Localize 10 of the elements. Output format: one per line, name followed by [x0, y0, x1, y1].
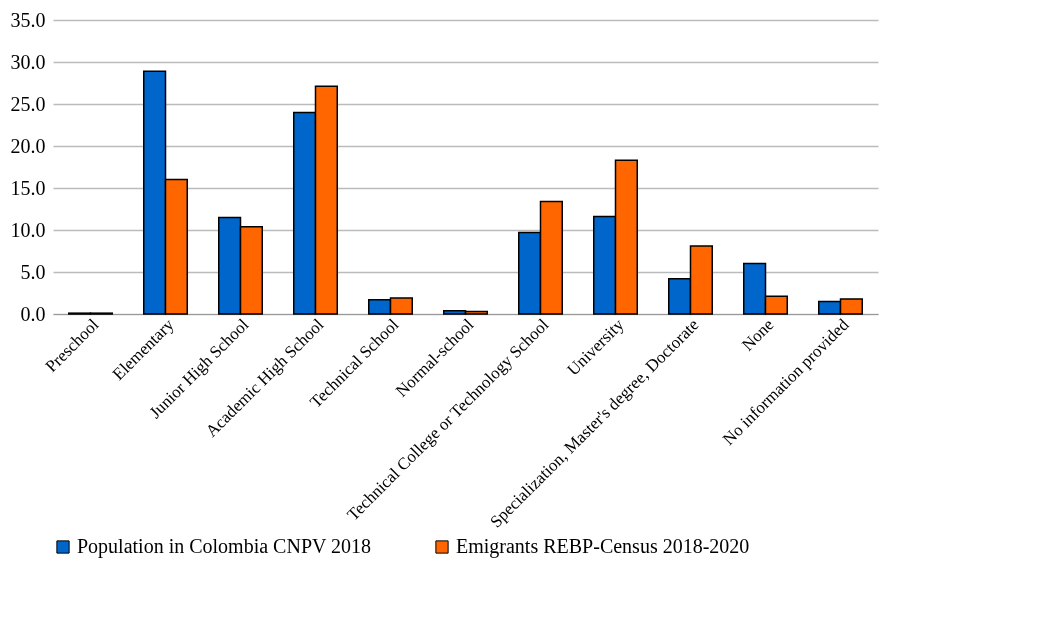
y-tick-label: 15.0 [10, 176, 46, 199]
y-tick-label: 0.0 [20, 302, 46, 325]
y-tick-label: 5.0 [20, 260, 46, 283]
y-tick-label: 20.0 [10, 134, 46, 157]
y-tick-label: 25.0 [10, 92, 46, 115]
y-tick-label: 35.0 [10, 8, 46, 31]
legend-label: Population in Colombia CNPV 2018 [77, 535, 372, 558]
y-tick-label: 30.0 [10, 50, 46, 73]
legend-label: Emigrants REBP-Census 2018-2020 [456, 535, 750, 558]
y-tick-label: 10.0 [10, 218, 46, 241]
